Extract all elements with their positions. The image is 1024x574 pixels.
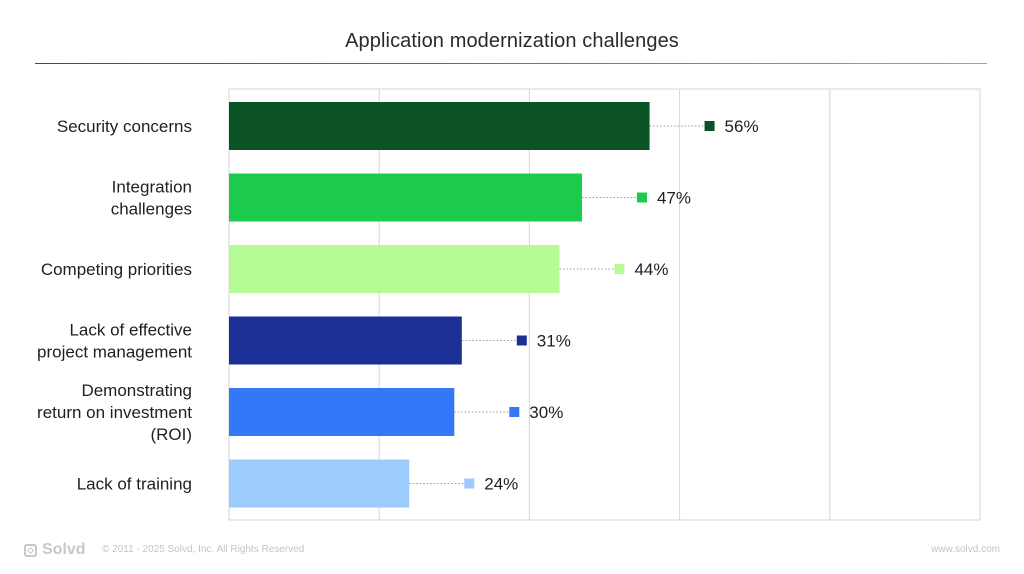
value-label-3: 44% — [634, 260, 668, 279]
value-marker-3 — [614, 264, 625, 274]
bar-3 — [229, 245, 560, 293]
category-label-5: Demonstrating return on investment (ROI) — [37, 381, 192, 444]
value-label-1: 56% — [725, 117, 759, 136]
value-marker-1 — [704, 121, 715, 131]
title-divider — [35, 63, 987, 64]
footer: Solvd © 2011 - 2025 Solvd, Inc. All Righ… — [24, 540, 1000, 560]
bar-5 — [229, 388, 455, 436]
chart-title: Application modernization challenges — [345, 30, 679, 52]
category-label-2: Integration challenges — [111, 178, 192, 219]
bar-4 — [229, 316, 462, 365]
plot-frame — [228, 88, 981, 521]
value-label-6: 24% — [484, 475, 518, 494]
brand-name: Solvd — [42, 541, 86, 558]
website-link[interactable]: www.solvd.com — [931, 544, 1000, 555]
copyright-text: © 2011 - 2025 Solvd, Inc. All Rights Res… — [102, 544, 305, 555]
bar-2 — [229, 173, 582, 222]
solvd-logo-icon — [24, 543, 37, 557]
value-marker-2 — [636, 192, 647, 203]
value-label-4: 31% — [537, 332, 571, 351]
category-label-3: Competing priorities — [41, 260, 192, 279]
bar-1 — [229, 102, 650, 150]
value-label-2: 47% — [657, 189, 691, 208]
category-label-6: Lack of training — [77, 475, 192, 494]
category-label-1: Security concerns — [57, 117, 192, 136]
value-label-5: 30% — [529, 403, 563, 422]
value-marker-4 — [516, 335, 527, 346]
value-marker-5 — [509, 407, 520, 417]
category-label-4: Lack of effective project management — [37, 321, 192, 362]
bar-6 — [229, 459, 410, 508]
value-marker-6 — [464, 478, 475, 489]
solvd-logo: Solvd — [24, 541, 86, 559]
